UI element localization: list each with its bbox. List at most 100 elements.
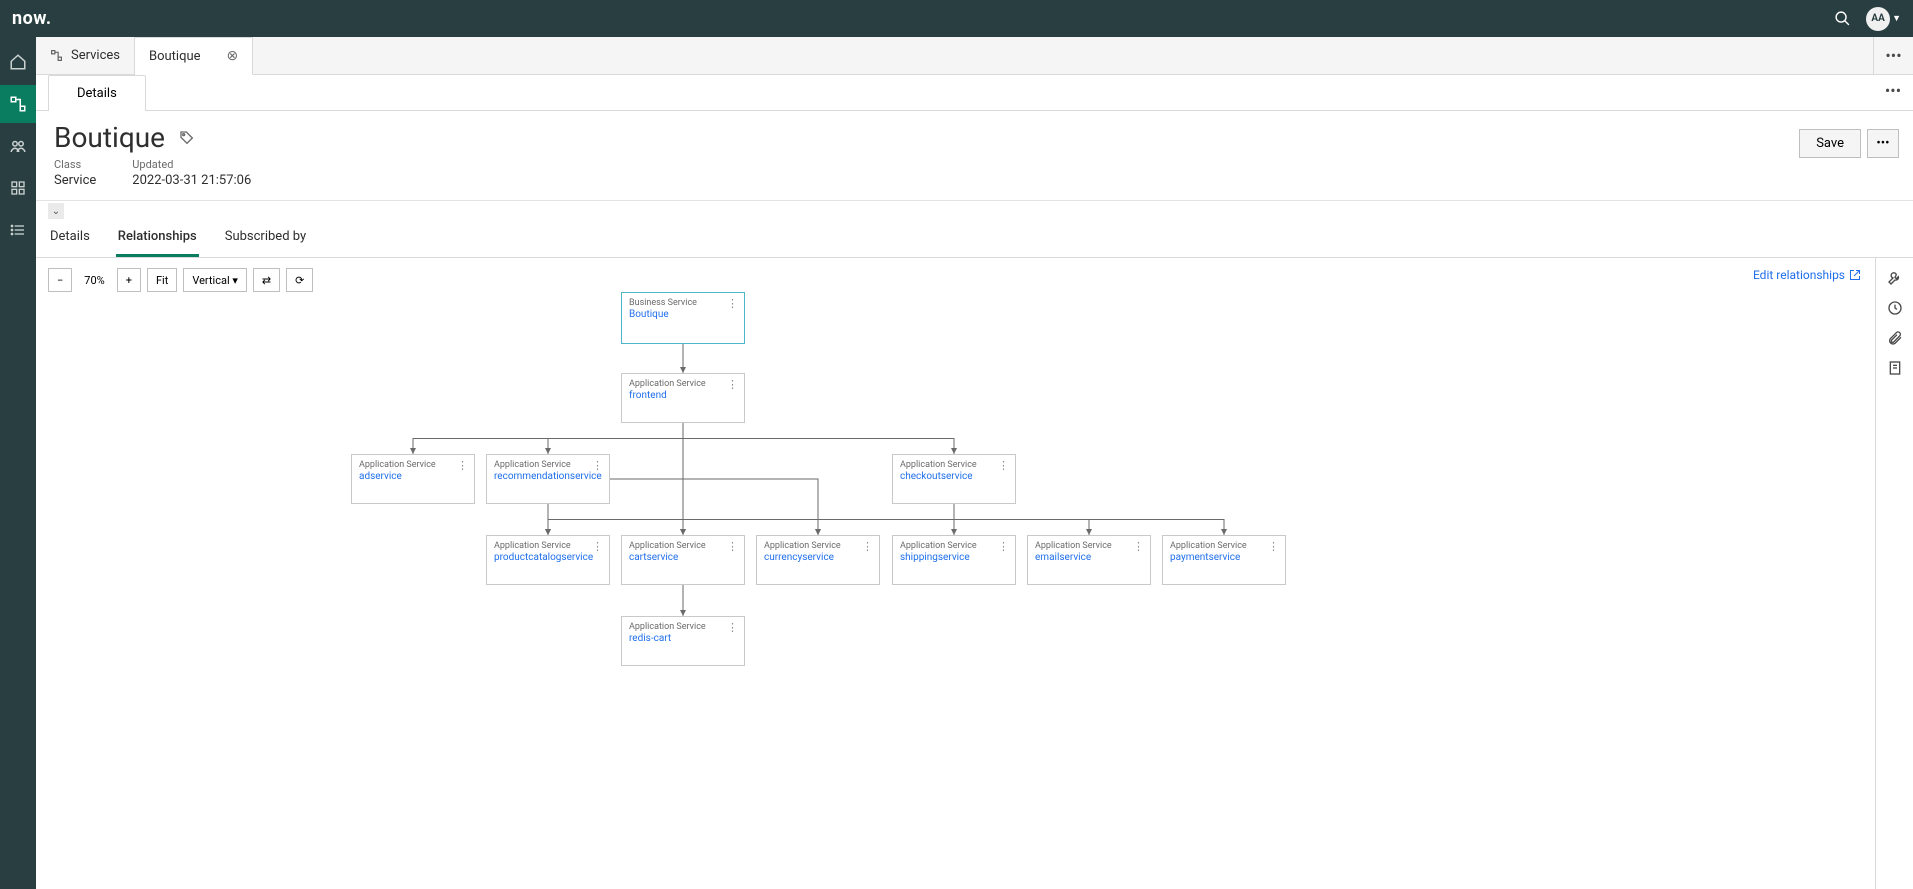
node-name[interactable]: cartservice <box>629 552 737 563</box>
sidebar-services-icon[interactable] <box>0 85 36 123</box>
node-name[interactable]: adservice <box>359 471 467 482</box>
tag-icon[interactable] <box>179 130 195 146</box>
class-label: Class <box>54 158 96 171</box>
subtab-details[interactable]: Details <box>48 75 146 111</box>
node-menu-icon[interactable]: ⋮ <box>1268 540 1279 553</box>
inner-tab-details[interactable]: Details <box>48 221 92 257</box>
updated-value: 2022-03-31 21:57:06 <box>132 173 251 188</box>
node-name[interactable]: shippingservice <box>900 552 1008 563</box>
node-name[interactable]: Boutique <box>629 309 737 320</box>
header-more-button[interactable]: ••• <box>1867 129 1899 158</box>
node-class: Application Service <box>900 541 1008 551</box>
refresh-button[interactable]: ⟳ <box>286 268 313 292</box>
node-name[interactable]: productcatalogservice <box>494 552 602 563</box>
node-menu-icon[interactable]: ⋮ <box>727 297 738 310</box>
inner-tab-relationships[interactable]: Relationships <box>116 221 199 257</box>
history-icon[interactable] <box>1887 300 1903 316</box>
sidebar-list-icon[interactable] <box>0 211 36 249</box>
diagram-node[interactable]: Application Servicecartservice⋮ <box>621 535 745 585</box>
search-icon[interactable] <box>1828 5 1856 33</box>
node-class: Application Service <box>764 541 872 551</box>
node-class: Application Service <box>1035 541 1143 551</box>
sidebar-home-icon[interactable] <box>0 43 36 81</box>
zoom-level: 70% <box>78 274 110 287</box>
node-name[interactable]: redis-cart <box>629 633 737 644</box>
node-name[interactable]: recommendationservice <box>494 471 602 482</box>
zoom-out-button[interactable]: − <box>48 268 72 292</box>
inner-tabs: Details Relationships Subscribed by <box>36 221 1913 258</box>
zoom-in-button[interactable]: + <box>117 268 141 292</box>
node-menu-icon[interactable]: ⋮ <box>592 540 603 553</box>
page-header: Boutique Class Service Updated 2022-03-3… <box>36 111 1913 201</box>
orientation-select[interactable]: Vertical ▾ <box>183 268 247 292</box>
inner-tab-subscribed[interactable]: Subscribed by <box>223 221 308 257</box>
node-class: Application Service <box>900 460 1008 470</box>
edit-relationships-link[interactable]: Edit relationships <box>1753 268 1861 282</box>
diagram-node[interactable]: Application Serviceadservice⋮ <box>351 454 475 504</box>
node-class: Application Service <box>629 622 737 632</box>
logo: now. <box>12 8 52 29</box>
sidebar-apps-icon[interactable] <box>0 169 36 207</box>
diagram-node[interactable]: Application Servicecurrencyservice⋮ <box>756 535 880 585</box>
diagram-node[interactable]: Application Serviceshippingservice⋮ <box>892 535 1016 585</box>
node-class: Application Service <box>494 460 602 470</box>
chevron-down-icon: ▼ <box>1892 13 1901 24</box>
node-menu-icon[interactable]: ⋮ <box>998 459 1009 472</box>
class-value: Service <box>54 173 96 188</box>
subtab-row: Details ••• <box>36 75 1913 111</box>
tab-services-label: Services <box>71 48 120 63</box>
diagram-area[interactable]: − 70% + Fit Vertical ▾ ⇄ ⟳ Edit relation… <box>36 258 1875 889</box>
node-class: Business Service <box>629 298 737 308</box>
avatar: AA <box>1866 7 1890 31</box>
node-menu-icon[interactable]: ⋮ <box>727 621 738 634</box>
node-menu-icon[interactable]: ⋮ <box>1133 540 1144 553</box>
collapse-toggle[interactable]: ⌄ <box>48 203 64 219</box>
node-name[interactable]: checkoutservice <box>900 471 1008 482</box>
node-menu-icon[interactable]: ⋮ <box>727 540 738 553</box>
hierarchy-icon <box>50 49 63 62</box>
tab-boutique-label: Boutique <box>149 49 201 64</box>
user-menu[interactable]: AA ▼ <box>1856 7 1901 31</box>
node-class: Application Service <box>629 541 737 551</box>
fit-button[interactable]: Fit <box>147 268 177 292</box>
diagram-node[interactable]: Business ServiceBoutique⋮ <box>621 292 745 344</box>
node-menu-icon[interactable]: ⋮ <box>862 540 873 553</box>
diagram-node[interactable]: Application Servicefrontend⋮ <box>621 373 745 423</box>
top-header: now. AA ▼ <box>0 0 1913 37</box>
tab-boutique[interactable]: Boutique ⊗ <box>135 37 253 75</box>
note-icon[interactable] <box>1887 360 1903 376</box>
diagram-node[interactable]: Application Serviceredis-cart⋮ <box>621 616 745 666</box>
subtab-more-icon[interactable]: ••• <box>1873 81 1913 110</box>
sidebar-teams-icon[interactable] <box>0 127 36 165</box>
diagram-node[interactable]: Application Serviceproductcatalogservice… <box>486 535 610 585</box>
save-button[interactable]: Save <box>1799 129 1861 158</box>
right-rail <box>1875 258 1913 889</box>
tab-bar: Services Boutique ⊗ ••• <box>36 37 1913 75</box>
diagram-node[interactable]: Application Servicepaymentservice⋮ <box>1162 535 1286 585</box>
node-class: Application Service <box>494 541 602 551</box>
tabbar-more-icon[interactable]: ••• <box>1873 37 1913 74</box>
left-sidebar <box>0 37 36 889</box>
node-name[interactable]: paymentservice <box>1170 552 1278 563</box>
node-name[interactable]: currencyservice <box>764 552 872 563</box>
node-name[interactable]: emailservice <box>1035 552 1143 563</box>
diagram-toolbar: − 70% + Fit Vertical ▾ ⇄ ⟳ <box>48 268 313 292</box>
diagram-node[interactable]: Application Servicecheckoutservice⋮ <box>892 454 1016 504</box>
external-link-icon <box>1849 269 1861 281</box>
tab-services[interactable]: Services <box>36 37 135 74</box>
node-menu-icon[interactable]: ⋮ <box>727 378 738 391</box>
swap-button[interactable]: ⇄ <box>253 268 280 292</box>
node-menu-icon[interactable]: ⋮ <box>592 459 603 472</box>
node-menu-icon[interactable]: ⋮ <box>998 540 1009 553</box>
node-class: Application Service <box>629 379 737 389</box>
wrench-icon[interactable] <box>1887 270 1903 286</box>
node-class: Application Service <box>359 460 467 470</box>
diagram-node[interactable]: Application Serviceemailservice⋮ <box>1027 535 1151 585</box>
close-icon[interactable]: ⊗ <box>227 48 239 64</box>
node-class: Application Service <box>1170 541 1278 551</box>
diagram-node[interactable]: Application Servicerecommendationservice… <box>486 454 610 504</box>
attachment-icon[interactable] <box>1887 330 1903 346</box>
node-name[interactable]: frontend <box>629 390 737 401</box>
node-menu-icon[interactable]: ⋮ <box>457 459 468 472</box>
page-title: Boutique <box>54 121 165 154</box>
